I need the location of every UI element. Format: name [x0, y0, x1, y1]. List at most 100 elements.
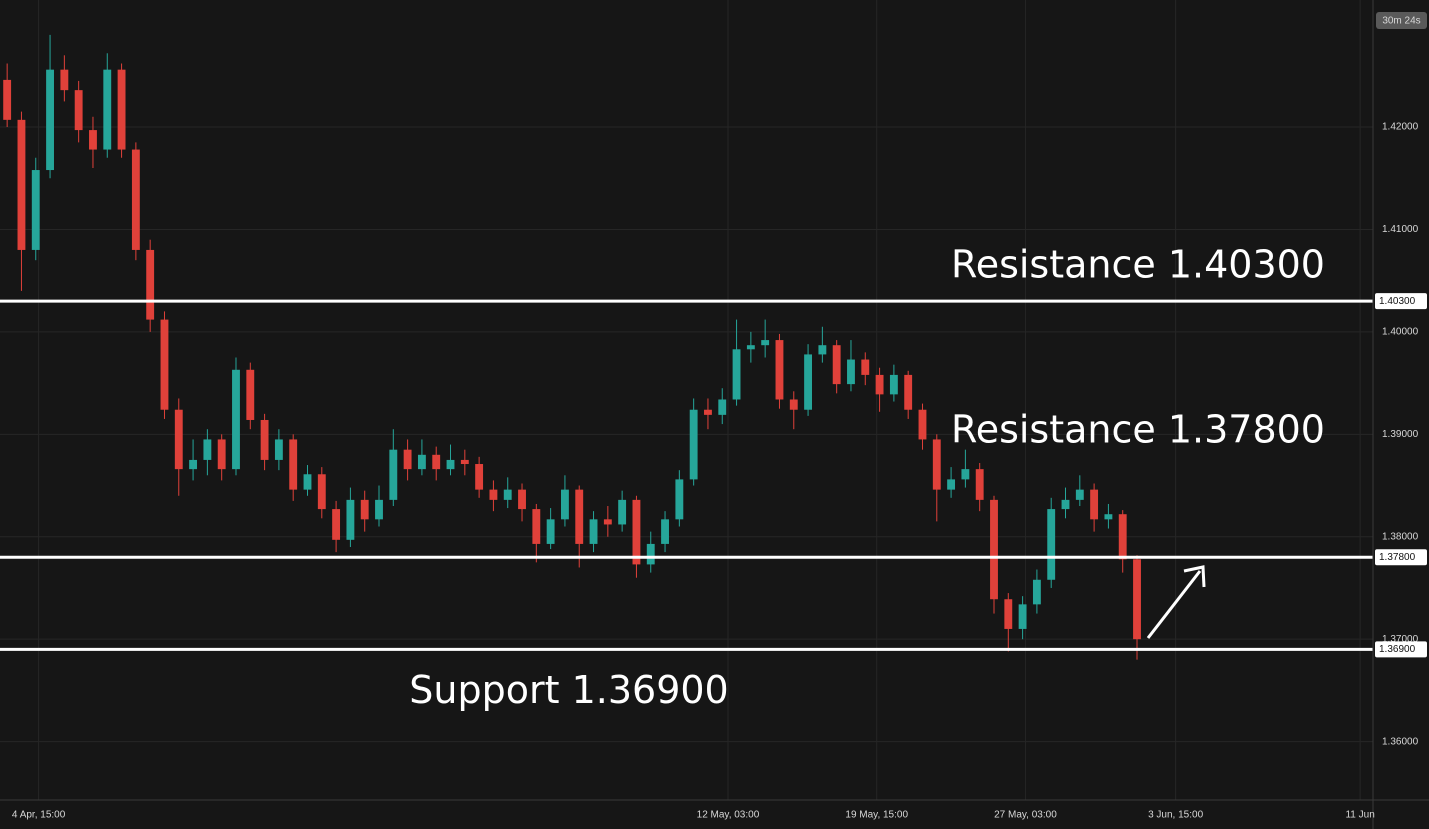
candle-body — [131, 149, 140, 250]
y-tick-label: 1.38000 — [1382, 531, 1419, 542]
candle-body — [246, 369, 255, 420]
candle-body — [403, 449, 412, 470]
x-tick-label: 12 May, 03:00 — [697, 810, 760, 821]
candle-body — [990, 499, 998, 600]
countdown-box — [1376, 12, 1427, 29]
candle-body — [274, 439, 283, 460]
arrow-head — [1183, 565, 1206, 588]
candle-body — [74, 90, 83, 131]
candle-body — [389, 449, 398, 500]
candle-body — [60, 69, 69, 91]
candle-body — [746, 345, 755, 350]
y-tick-label: 1.39000 — [1382, 429, 1419, 440]
y-tick-label: 1.36000 — [1382, 736, 1419, 747]
candles — [3, 34, 1141, 660]
candle-body — [417, 454, 426, 470]
candle-body — [775, 340, 784, 400]
candle-body — [1032, 579, 1041, 605]
candle-body — [3, 79, 12, 120]
candle-body — [117, 69, 126, 150]
y-tick-label: 1.42000 — [1382, 122, 1419, 133]
arrow — [1146, 565, 1206, 639]
candle-body — [17, 119, 26, 250]
candle-body — [1075, 489, 1084, 500]
candle-body — [675, 479, 684, 520]
candle-body — [818, 345, 827, 355]
level-annotation: Support 1.36900 — [409, 668, 728, 712]
price-axis-panel — [1373, 0, 1429, 829]
candle-body — [518, 489, 526, 510]
candle-body — [761, 340, 770, 346]
candle-body — [961, 469, 970, 480]
candle-body — [789, 399, 798, 410]
candle-body — [446, 459, 455, 470]
candle-body — [360, 499, 369, 520]
candle-body — [932, 439, 941, 490]
candle-body — [46, 69, 54, 171]
candle-body — [560, 489, 569, 520]
candle-body — [303, 474, 312, 490]
y-tick-label: 1.40000 — [1382, 327, 1419, 338]
candle-body — [546, 519, 555, 544]
candle-body — [718, 399, 727, 415]
y-tick-label: 1.41000 — [1382, 224, 1419, 235]
candle-body — [160, 319, 169, 410]
countdown: 30m 24s — [1382, 16, 1420, 27]
candle-body — [861, 359, 870, 375]
time-axis-panel — [0, 800, 1429, 829]
candle-body — [503, 489, 512, 500]
candle-body — [904, 374, 913, 410]
candle-body — [975, 469, 984, 500]
y-tick-label: 1.37000 — [1382, 634, 1419, 645]
level-tag — [1375, 641, 1427, 658]
candle-body — [603, 519, 612, 525]
x-tick-label: 19 May, 15:00 — [845, 810, 908, 821]
candle-body — [804, 354, 813, 410]
candle-body — [203, 439, 212, 460]
candle-body — [260, 419, 269, 460]
level-tag-label: 1.36900 — [1379, 644, 1416, 655]
candle-body — [732, 349, 741, 400]
candle-body — [489, 489, 498, 500]
level-annotation: Resistance 1.37800 — [951, 408, 1325, 452]
candle-body — [575, 489, 584, 544]
candle-body — [618, 499, 627, 525]
candle-body — [289, 439, 298, 490]
grid — [0, 0, 1373, 800]
candle-body — [1018, 604, 1027, 629]
candle-body — [1090, 489, 1099, 520]
candle-body — [375, 499, 383, 520]
candle-body — [475, 464, 484, 490]
candle-body — [1061, 499, 1070, 510]
candle-body — [847, 359, 855, 385]
candle-body — [89, 130, 97, 150]
candle-body — [174, 409, 183, 470]
candle-body — [31, 170, 40, 250]
candle-body — [947, 479, 956, 490]
candle-body — [1104, 514, 1113, 520]
candle-body — [704, 409, 712, 415]
level-tag-label: 1.40300 — [1379, 296, 1416, 307]
x-tick-label: 4 Apr, 15:00 — [12, 810, 66, 821]
candle-body — [889, 374, 898, 395]
candle-body — [632, 499, 641, 565]
levels: Resistance 1.40300 Resistance 1.37800 Supp… — [0, 243, 1373, 712]
candle-body — [432, 454, 441, 470]
candle-body — [317, 474, 326, 510]
arrow-line — [1146, 570, 1202, 639]
candle-body — [661, 519, 669, 544]
level-tag — [1375, 293, 1427, 310]
candle-body — [875, 374, 884, 395]
x-tick-label: 11 Jun — [1345, 810, 1374, 821]
candle-body — [346, 499, 355, 540]
candle-body — [189, 459, 198, 470]
candle-body — [460, 459, 469, 465]
candle-body — [146, 249, 155, 320]
level-tag — [1375, 549, 1427, 566]
level-annotation: Resistance 1.40300 — [951, 243, 1325, 287]
candle-body — [532, 509, 541, 544]
candle-body — [332, 509, 341, 540]
